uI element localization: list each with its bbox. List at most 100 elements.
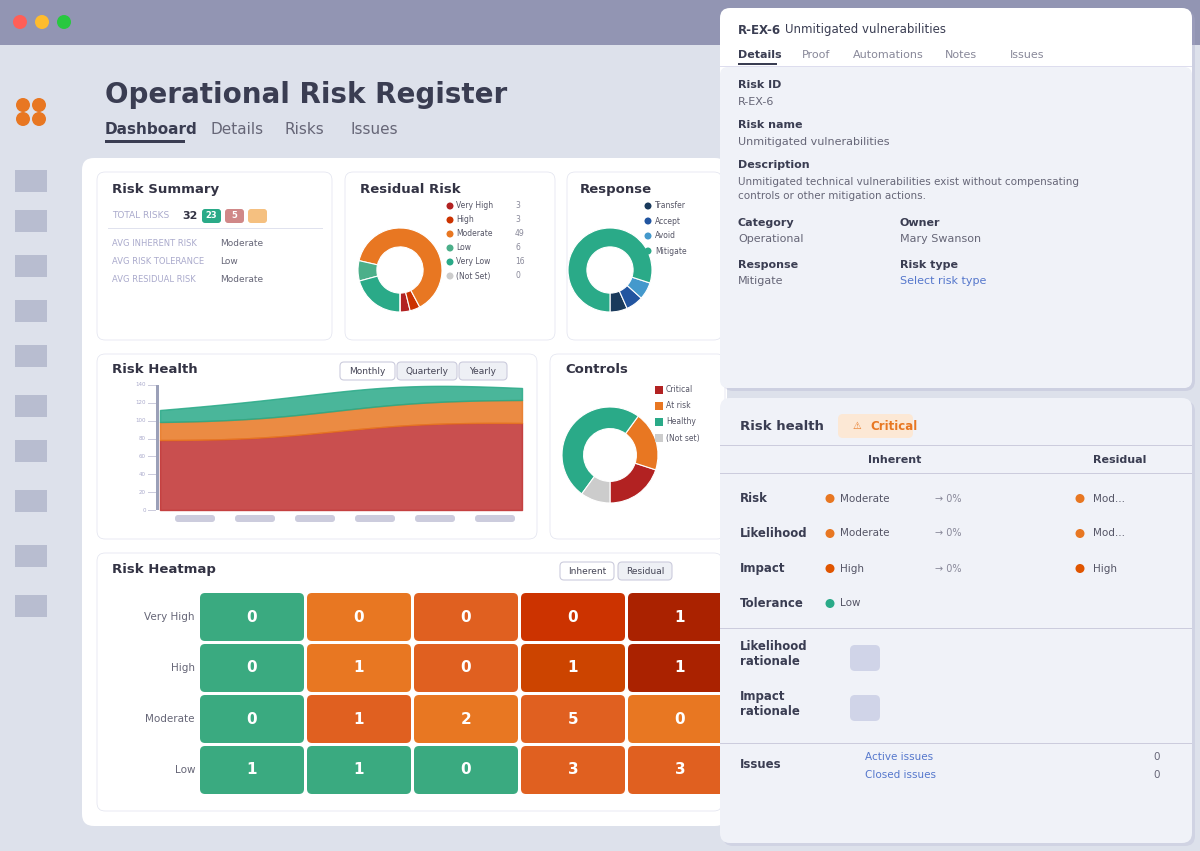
Circle shape — [826, 564, 834, 573]
Circle shape — [58, 15, 71, 29]
Text: Very High: Very High — [144, 612, 194, 622]
FancyBboxPatch shape — [722, 11, 1195, 391]
FancyBboxPatch shape — [720, 8, 1192, 388]
Bar — [14, 300, 47, 322]
Text: 120: 120 — [136, 400, 146, 405]
Wedge shape — [562, 407, 638, 494]
Text: Residual Risk: Residual Risk — [360, 183, 461, 196]
Text: Moderate: Moderate — [220, 276, 263, 284]
Text: Critical: Critical — [666, 386, 694, 395]
FancyBboxPatch shape — [346, 172, 554, 340]
FancyBboxPatch shape — [97, 553, 722, 811]
Text: Unmitigated vulnerabilities: Unmitigated vulnerabilities — [738, 137, 889, 147]
Text: Operational Risk Register: Operational Risk Register — [106, 81, 508, 109]
Bar — [148, 438, 156, 440]
Circle shape — [826, 599, 834, 608]
FancyBboxPatch shape — [200, 746, 304, 794]
Text: Issues: Issues — [740, 758, 781, 771]
Text: 23: 23 — [205, 212, 217, 220]
Bar — [0, 45, 62, 851]
Text: High: High — [172, 663, 194, 673]
Text: Response: Response — [580, 183, 652, 196]
FancyBboxPatch shape — [415, 515, 455, 522]
Text: Description: Description — [738, 160, 810, 170]
Circle shape — [32, 112, 46, 126]
Text: Risk Summary: Risk Summary — [112, 183, 220, 196]
Text: 0: 0 — [247, 660, 257, 676]
Bar — [14, 595, 47, 617]
Text: 0: 0 — [568, 609, 578, 625]
Text: Residual: Residual — [626, 567, 664, 575]
Text: Low: Low — [456, 243, 470, 253]
FancyBboxPatch shape — [414, 695, 518, 743]
FancyBboxPatch shape — [226, 209, 244, 223]
FancyBboxPatch shape — [97, 172, 332, 340]
FancyBboxPatch shape — [295, 515, 335, 522]
FancyBboxPatch shape — [414, 644, 518, 692]
Text: Moderate: Moderate — [840, 528, 889, 539]
Text: Response: Response — [738, 260, 798, 270]
FancyBboxPatch shape — [521, 593, 625, 641]
Text: Moderate: Moderate — [145, 714, 194, 724]
Circle shape — [644, 218, 652, 225]
Text: AVG RISK TOLERANCE: AVG RISK TOLERANCE — [112, 258, 204, 266]
FancyBboxPatch shape — [355, 515, 395, 522]
Text: Risks: Risks — [286, 123, 325, 138]
Text: Risk ID: Risk ID — [738, 80, 781, 90]
FancyBboxPatch shape — [200, 695, 304, 743]
Circle shape — [446, 259, 454, 266]
Bar — [148, 420, 156, 422]
FancyBboxPatch shape — [307, 644, 410, 692]
FancyBboxPatch shape — [618, 562, 672, 580]
Text: Risk type: Risk type — [900, 260, 958, 270]
Text: 80: 80 — [139, 436, 146, 441]
Text: rationale: rationale — [740, 655, 800, 668]
Text: Dashboard: Dashboard — [106, 123, 198, 138]
Text: 1: 1 — [354, 711, 365, 727]
Wedge shape — [360, 276, 400, 312]
Text: 0: 0 — [461, 762, 472, 778]
FancyBboxPatch shape — [720, 67, 1192, 388]
Circle shape — [35, 15, 49, 29]
FancyBboxPatch shape — [175, 515, 215, 522]
Text: Likelihood: Likelihood — [740, 527, 808, 540]
Text: Mod...: Mod... — [1093, 494, 1126, 504]
FancyBboxPatch shape — [838, 414, 913, 438]
Text: Details: Details — [210, 123, 263, 138]
FancyBboxPatch shape — [340, 362, 395, 380]
Wedge shape — [359, 228, 442, 307]
Text: Closed issues: Closed issues — [865, 770, 936, 780]
Text: Issues: Issues — [1010, 50, 1044, 60]
Text: Select risk type: Select risk type — [900, 276, 986, 286]
Wedge shape — [358, 260, 378, 281]
Text: 0: 0 — [247, 609, 257, 625]
Text: 1: 1 — [568, 660, 578, 676]
Text: Owner: Owner — [900, 218, 941, 228]
Bar — [148, 474, 156, 476]
Bar — [156, 385, 158, 510]
FancyBboxPatch shape — [202, 209, 221, 223]
Text: Risk Heatmap: Risk Heatmap — [112, 563, 216, 576]
Text: → 0%: → 0% — [935, 563, 961, 574]
FancyBboxPatch shape — [397, 362, 457, 380]
FancyBboxPatch shape — [414, 593, 518, 641]
Text: 100: 100 — [136, 418, 146, 423]
Bar — [14, 545, 47, 567]
Bar — [148, 492, 156, 493]
Text: rationale: rationale — [740, 705, 800, 718]
Bar — [655, 434, 662, 442]
Wedge shape — [628, 277, 650, 298]
FancyBboxPatch shape — [521, 746, 625, 794]
Text: controls or other mitigation actions.: controls or other mitigation actions. — [738, 191, 926, 201]
Text: Details: Details — [738, 50, 781, 60]
FancyBboxPatch shape — [628, 593, 732, 641]
Circle shape — [32, 98, 46, 112]
Text: Operational: Operational — [738, 234, 804, 244]
Bar — [148, 385, 156, 386]
FancyBboxPatch shape — [521, 644, 625, 692]
Text: 1: 1 — [674, 660, 685, 676]
Text: 0: 0 — [1153, 752, 1160, 762]
FancyBboxPatch shape — [82, 158, 727, 826]
Circle shape — [446, 203, 454, 209]
Wedge shape — [610, 463, 655, 503]
